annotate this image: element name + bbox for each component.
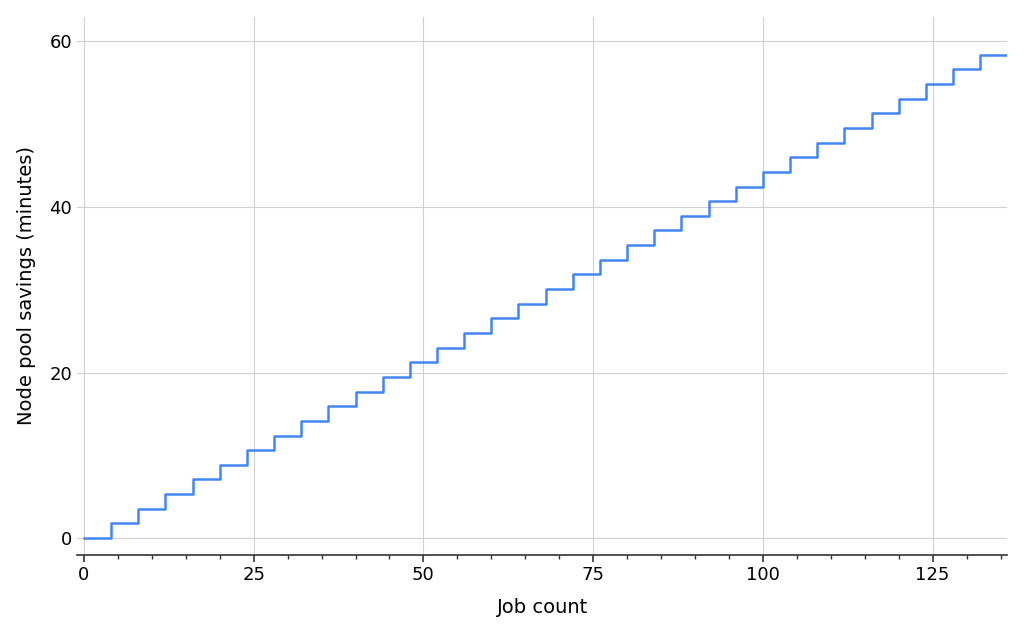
Y-axis label: Node pool savings (minutes): Node pool savings (minutes)	[16, 146, 36, 425]
X-axis label: Job count: Job count	[497, 598, 588, 618]
